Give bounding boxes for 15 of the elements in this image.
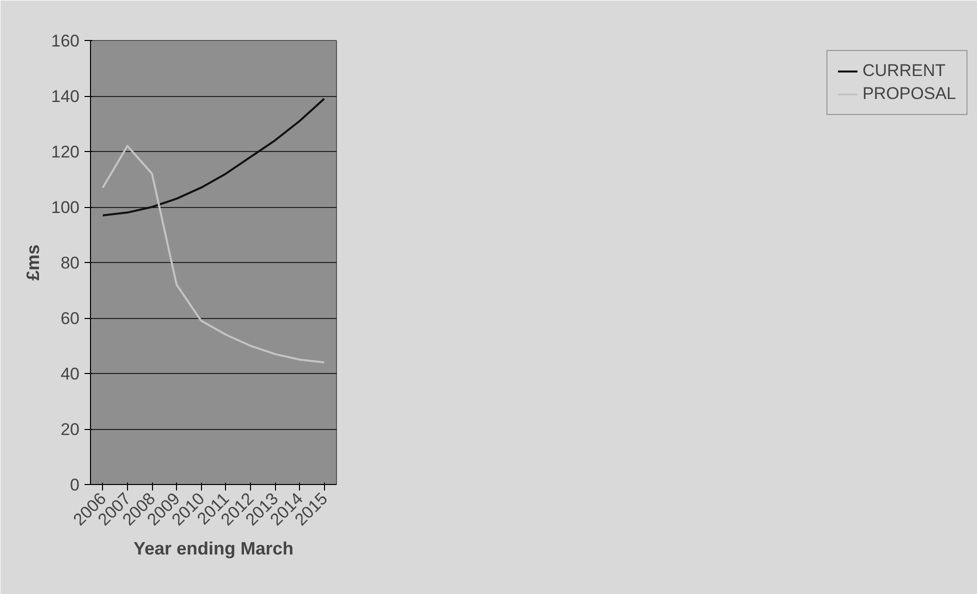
- y-tick-label: 20: [60, 420, 80, 439]
- line-series: [102, 98, 326, 216]
- y-tick-label: 80: [60, 254, 80, 272]
- y-tick-label: 40: [60, 364, 80, 384]
- line-series: [102, 144, 326, 364]
- y-tick-label: 140: [51, 87, 80, 106]
- y-tick-label: 0: [70, 476, 80, 494]
- legend-label: CURRENT: [862, 61, 946, 81]
- legend-label: PROPOSAL: [862, 84, 956, 104]
- y-tick-label: 160: [51, 32, 80, 50]
- x-axis-title: Year ending March: [133, 538, 294, 559]
- y-axis-title: £ms: [23, 244, 44, 281]
- y-tick-label: 100: [51, 198, 80, 217]
- y-tick-label: 120: [51, 142, 80, 162]
- y-tick-label: 60: [60, 309, 80, 328]
